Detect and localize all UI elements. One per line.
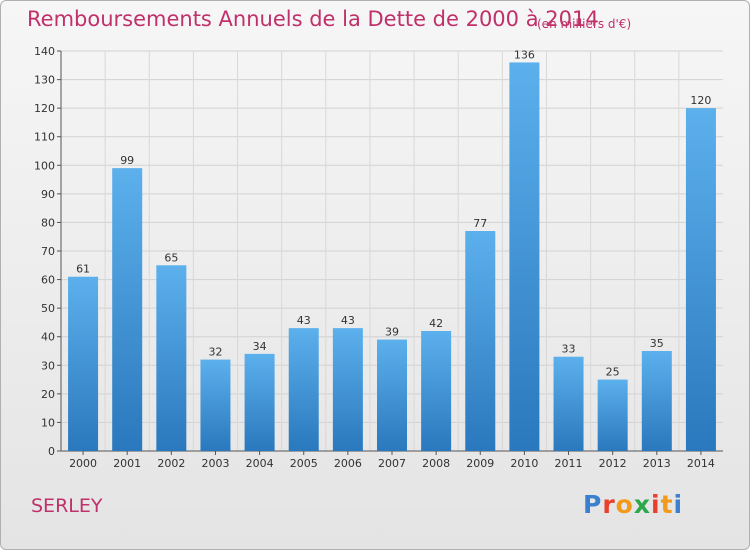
y-tick-label: 110 [34, 131, 55, 144]
bar [597, 379, 628, 451]
x-tick-label: 2006 [334, 457, 362, 470]
logo-letter: r [602, 490, 616, 519]
x-tick-label: 2007 [378, 457, 406, 470]
y-tick-label: 80 [41, 216, 55, 229]
bar [332, 328, 363, 451]
y-tick-label: 60 [41, 274, 55, 287]
bar [112, 168, 143, 451]
logo-letter: P [583, 490, 603, 519]
y-tick-label: 30 [41, 359, 55, 372]
bar [421, 331, 452, 451]
bars [68, 62, 716, 452]
commune-name: SERLEY [31, 495, 103, 517]
logo-letter: x [633, 490, 651, 519]
y-tick-label: 90 [41, 188, 55, 201]
x-tick-label: 2010 [510, 457, 538, 470]
x-tick-label: 2009 [466, 457, 494, 470]
bar-value-label: 25 [606, 366, 620, 379]
x-tick-label: 2008 [422, 457, 450, 470]
bar [377, 339, 407, 451]
bar [553, 356, 584, 451]
bar [68, 276, 99, 451]
bar [465, 231, 496, 451]
y-tick-label: 100 [34, 159, 55, 172]
y-tick-label: 0 [48, 445, 55, 458]
x-tick-label: 2002 [157, 457, 185, 470]
bar-value-label: 61 [76, 263, 90, 276]
x-tick-label: 2000 [69, 457, 97, 470]
chart-subtitle: (en milliers d'€) [537, 17, 632, 31]
bar [509, 62, 540, 452]
bar [156, 265, 187, 451]
y-tick-label: 120 [34, 102, 55, 115]
y-tick-label: 10 [41, 416, 55, 429]
bar-value-label: 136 [514, 48, 535, 61]
x-tick-label: 2012 [599, 457, 627, 470]
bar-value-label: 32 [208, 346, 222, 359]
y-tick-label: 140 [34, 45, 55, 58]
x-tick-label: 2001 [113, 457, 141, 470]
y-tick-label: 40 [41, 331, 55, 344]
bar-value-label: 43 [341, 314, 355, 327]
x-tick-label: 2011 [555, 457, 583, 470]
y-tick-label: 130 [34, 74, 55, 87]
bar-value-label: 43 [297, 314, 311, 327]
bar [288, 328, 319, 451]
bar-value-label: 42 [429, 317, 443, 330]
x-tick-label: 2004 [246, 457, 274, 470]
chart-title: Remboursements Annuels de la Dette de 20… [27, 7, 599, 31]
x-tick-label: 2014 [687, 457, 715, 470]
bar-value-label: 39 [385, 326, 399, 339]
x-tick-label: 2013 [643, 457, 671, 470]
bar [200, 359, 231, 451]
bar-value-label: 120 [690, 94, 711, 107]
logo-letter: o [615, 490, 634, 519]
bar [244, 353, 275, 451]
bar-value-label: 35 [650, 337, 664, 350]
x-tick-label: 2005 [290, 457, 318, 470]
bar [685, 108, 716, 452]
bar-value-label: 77 [473, 217, 487, 230]
proxiti-logo: Proxiti [583, 490, 683, 519]
bar [641, 351, 672, 451]
x-tick-label: 2003 [201, 457, 229, 470]
logo-letter: i [673, 490, 684, 519]
bar-value-label: 99 [120, 154, 134, 167]
logo-letter: i [651, 490, 661, 519]
y-tick-label: 50 [41, 302, 55, 315]
logo-letter: t [660, 490, 674, 519]
bar-value-label: 33 [562, 343, 576, 356]
bar-value-label: 65 [164, 251, 178, 264]
labels: 0 10 20 30 40 50 60 70 80 90 100 110 120 130 140 61 2000… [34, 45, 715, 470]
y-tick-label: 70 [41, 245, 55, 258]
bar-value-label: 34 [253, 340, 267, 353]
y-tick-label: 20 [41, 388, 55, 401]
